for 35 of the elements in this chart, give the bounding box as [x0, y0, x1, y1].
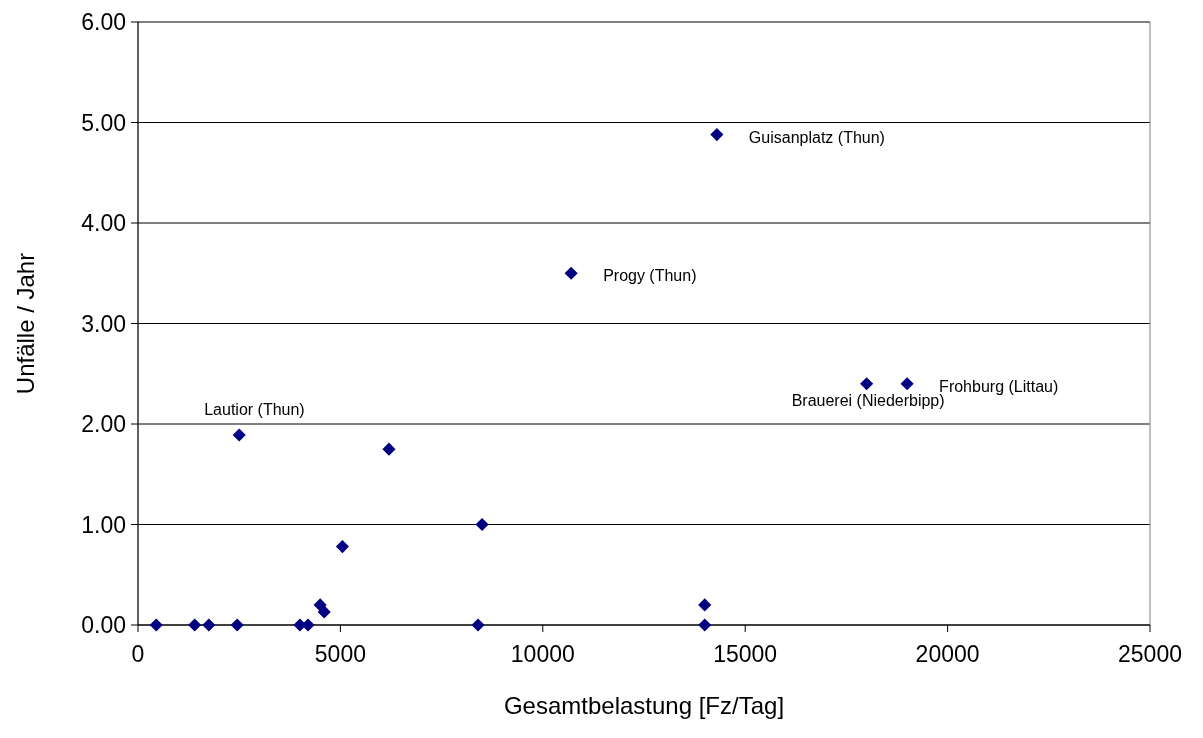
point	[301, 618, 315, 632]
y-tick-label: 5.00	[81, 109, 126, 136]
x-tick-label: 5000	[314, 641, 366, 667]
x-tick-label: 25000	[1118, 641, 1182, 667]
annotation: Progy (Thun)	[603, 267, 697, 285]
y-tick-label: 4.00	[81, 210, 126, 236]
point	[149, 618, 163, 632]
point	[202, 618, 216, 632]
point	[564, 266, 578, 280]
point	[698, 598, 712, 612]
y-tick-label: 2.00	[81, 411, 126, 437]
x-axis-title: Gesamtbelastung [Fz/Tag]	[503, 692, 785, 719]
point	[900, 377, 914, 391]
point	[232, 428, 246, 442]
x-tick-label: 10000	[510, 641, 575, 667]
point	[710, 127, 724, 142]
point	[382, 442, 396, 456]
x-tick-label: 20000	[915, 641, 980, 667]
x-tick-label: 0	[131, 641, 145, 667]
point	[335, 540, 349, 554]
point	[475, 517, 489, 532]
point	[230, 618, 244, 632]
point	[698, 618, 712, 632]
x-tick-label: 15000	[713, 641, 778, 667]
point	[471, 618, 485, 632]
y-tick-label: 1.00	[81, 511, 126, 538]
point	[317, 605, 331, 619]
annotation: Lautior (Thun)	[204, 401, 305, 419]
y-tick-label: 0.00	[81, 612, 126, 638]
point	[860, 377, 874, 391]
y-tick-label: 6.00	[81, 9, 126, 35]
annotation: Guisanplatz (Thun)	[748, 128, 885, 146]
y-tick-label: 3.00	[81, 310, 126, 337]
point	[188, 618, 202, 632]
y-axis-title: Unfälle / Jahr	[12, 252, 39, 395]
